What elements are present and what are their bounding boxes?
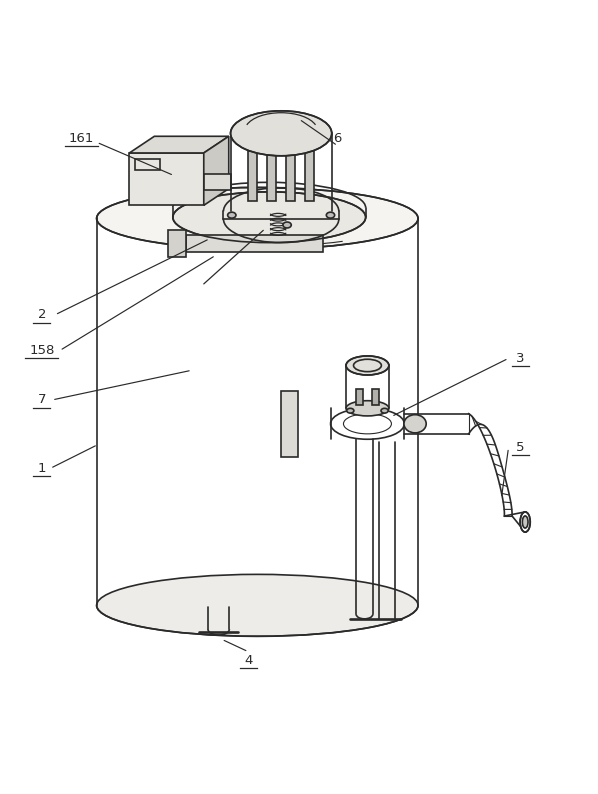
Polygon shape [129, 137, 229, 153]
Bar [305, 151, 315, 201]
Bar [286, 151, 295, 201]
Ellipse shape [522, 516, 528, 528]
Ellipse shape [346, 401, 389, 416]
Text: 7: 7 [38, 394, 46, 407]
Bar [129, 153, 204, 206]
Bar [204, 174, 231, 190]
Ellipse shape [97, 187, 418, 249]
Text: 2: 2 [38, 308, 46, 322]
Bar [281, 391, 298, 457]
Text: 4: 4 [244, 653, 252, 667]
Bar [356, 389, 363, 405]
Ellipse shape [173, 192, 365, 243]
Ellipse shape [381, 408, 388, 413]
Ellipse shape [346, 356, 389, 375]
Bar [248, 151, 257, 201]
Text: 1: 1 [38, 462, 46, 475]
Ellipse shape [97, 574, 418, 636]
Ellipse shape [228, 212, 236, 218]
Polygon shape [204, 137, 229, 206]
Ellipse shape [404, 414, 426, 433]
Bar [168, 230, 186, 256]
Bar [186, 235, 323, 252]
Bar [135, 159, 160, 170]
Ellipse shape [283, 222, 291, 228]
Ellipse shape [327, 212, 335, 218]
Ellipse shape [231, 111, 332, 156]
Ellipse shape [347, 408, 354, 413]
Text: 5: 5 [516, 441, 524, 454]
Ellipse shape [520, 512, 530, 532]
Text: 158: 158 [29, 344, 54, 357]
Text: 3: 3 [516, 352, 524, 364]
Bar [267, 151, 276, 201]
Text: 6: 6 [334, 132, 342, 145]
Text: 161: 161 [69, 132, 94, 145]
Bar [371, 389, 379, 405]
